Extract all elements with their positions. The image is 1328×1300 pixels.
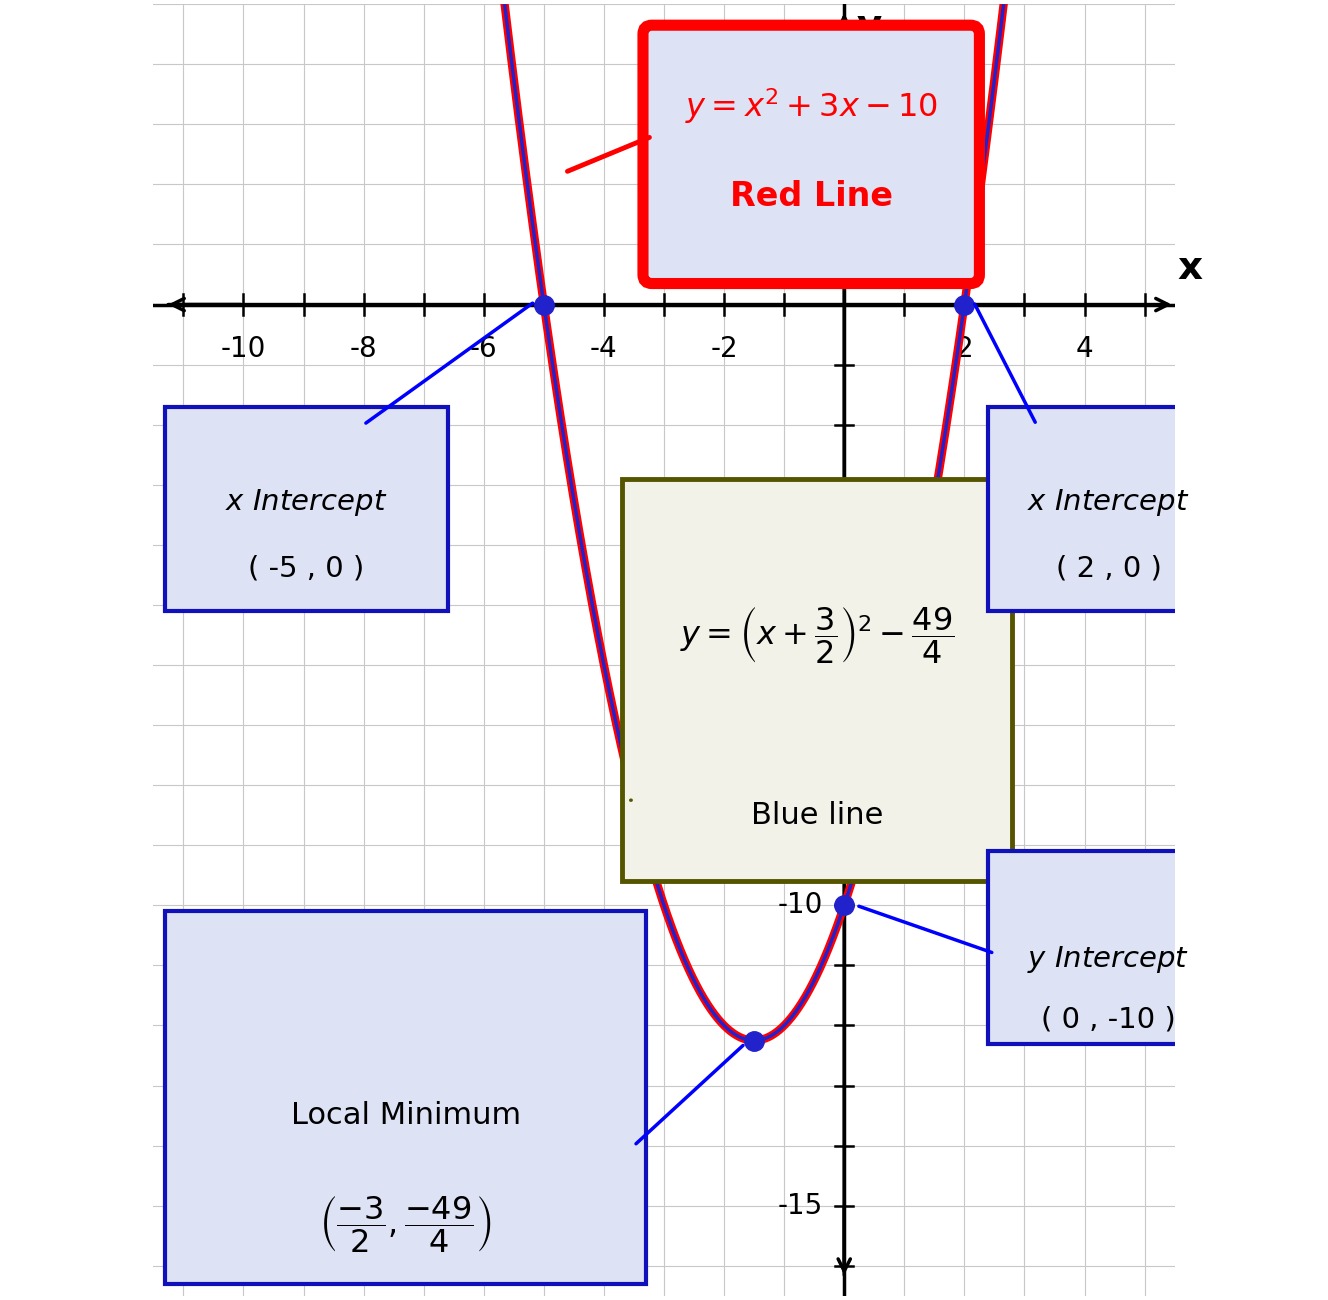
FancyBboxPatch shape xyxy=(988,407,1228,611)
Text: x: x xyxy=(1178,248,1203,286)
FancyBboxPatch shape xyxy=(166,407,448,611)
Text: $y = x^{2} + 3x - 10$: $y = x^{2} + 3x - 10$ xyxy=(685,86,938,126)
FancyBboxPatch shape xyxy=(643,25,980,283)
FancyBboxPatch shape xyxy=(988,852,1228,1044)
Text: -2: -2 xyxy=(710,334,738,363)
Text: ( 2 , 0 ): ( 2 , 0 ) xyxy=(1056,555,1162,582)
Text: Local Minimum: Local Minimum xyxy=(291,1101,521,1130)
Text: 2: 2 xyxy=(956,334,973,363)
Text: ( -5 , 0 ): ( -5 , 0 ) xyxy=(248,555,365,582)
Text: Blue line: Blue line xyxy=(752,801,883,829)
Text: $y = \left(x + \dfrac{3}{2}\right)^{2} - \dfrac{49}{4}$: $y = \left(x + \dfrac{3}{2}\right)^{2} -… xyxy=(680,604,955,666)
Text: -10: -10 xyxy=(220,334,266,363)
Text: -4: -4 xyxy=(590,334,618,363)
Text: $x$ Intercept: $x$ Intercept xyxy=(226,488,388,519)
Text: ( 0 , -10 ): ( 0 , -10 ) xyxy=(1041,1005,1177,1034)
Text: -10: -10 xyxy=(778,892,823,919)
FancyBboxPatch shape xyxy=(166,911,645,1284)
Text: $x$ Intercept: $x$ Intercept xyxy=(1028,488,1190,519)
Text: 4: 4 xyxy=(1076,334,1093,363)
Text: -8: -8 xyxy=(349,334,377,363)
FancyBboxPatch shape xyxy=(622,478,1012,881)
Text: -15: -15 xyxy=(778,1192,823,1219)
Text: Red Line: Red Line xyxy=(729,179,892,213)
Text: y: y xyxy=(857,8,882,46)
Text: $y$ Intercept: $y$ Intercept xyxy=(1028,944,1190,975)
Text: $\left(\dfrac{-3}{2},\dfrac{-49}{4}\right)$: $\left(\dfrac{-3}{2},\dfrac{-49}{4}\righ… xyxy=(319,1193,493,1253)
Text: -6: -6 xyxy=(470,334,498,363)
